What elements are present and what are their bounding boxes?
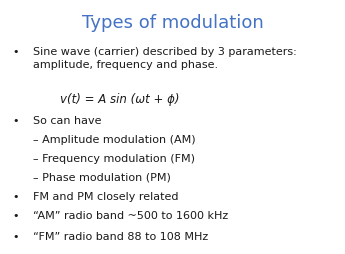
Text: •: •	[12, 192, 19, 202]
Text: •: •	[12, 47, 19, 57]
Text: – Amplitude modulation (AM): – Amplitude modulation (AM)	[33, 135, 195, 145]
Text: Sine wave (carrier) described by 3 parameters:
amplitude, frequency and phase.: Sine wave (carrier) described by 3 param…	[33, 47, 296, 70]
Text: •: •	[12, 116, 19, 125]
Text: Types of modulation: Types of modulation	[82, 14, 263, 32]
Text: “FM” radio band 88 to 108 MHz: “FM” radio band 88 to 108 MHz	[33, 232, 208, 242]
Text: FM and PM closely related: FM and PM closely related	[33, 192, 178, 202]
Text: – Phase modulation (PM): – Phase modulation (PM)	[33, 173, 171, 183]
Text: •: •	[12, 211, 19, 221]
Text: •: •	[12, 232, 19, 242]
Text: v(t) = A sin (ωt + ϕ): v(t) = A sin (ωt + ϕ)	[60, 93, 180, 106]
Text: So can have: So can have	[33, 116, 101, 125]
Text: – Frequency modulation (FM): – Frequency modulation (FM)	[33, 154, 195, 164]
Text: “AM” radio band ~500 to 1600 kHz: “AM” radio band ~500 to 1600 kHz	[33, 211, 228, 221]
